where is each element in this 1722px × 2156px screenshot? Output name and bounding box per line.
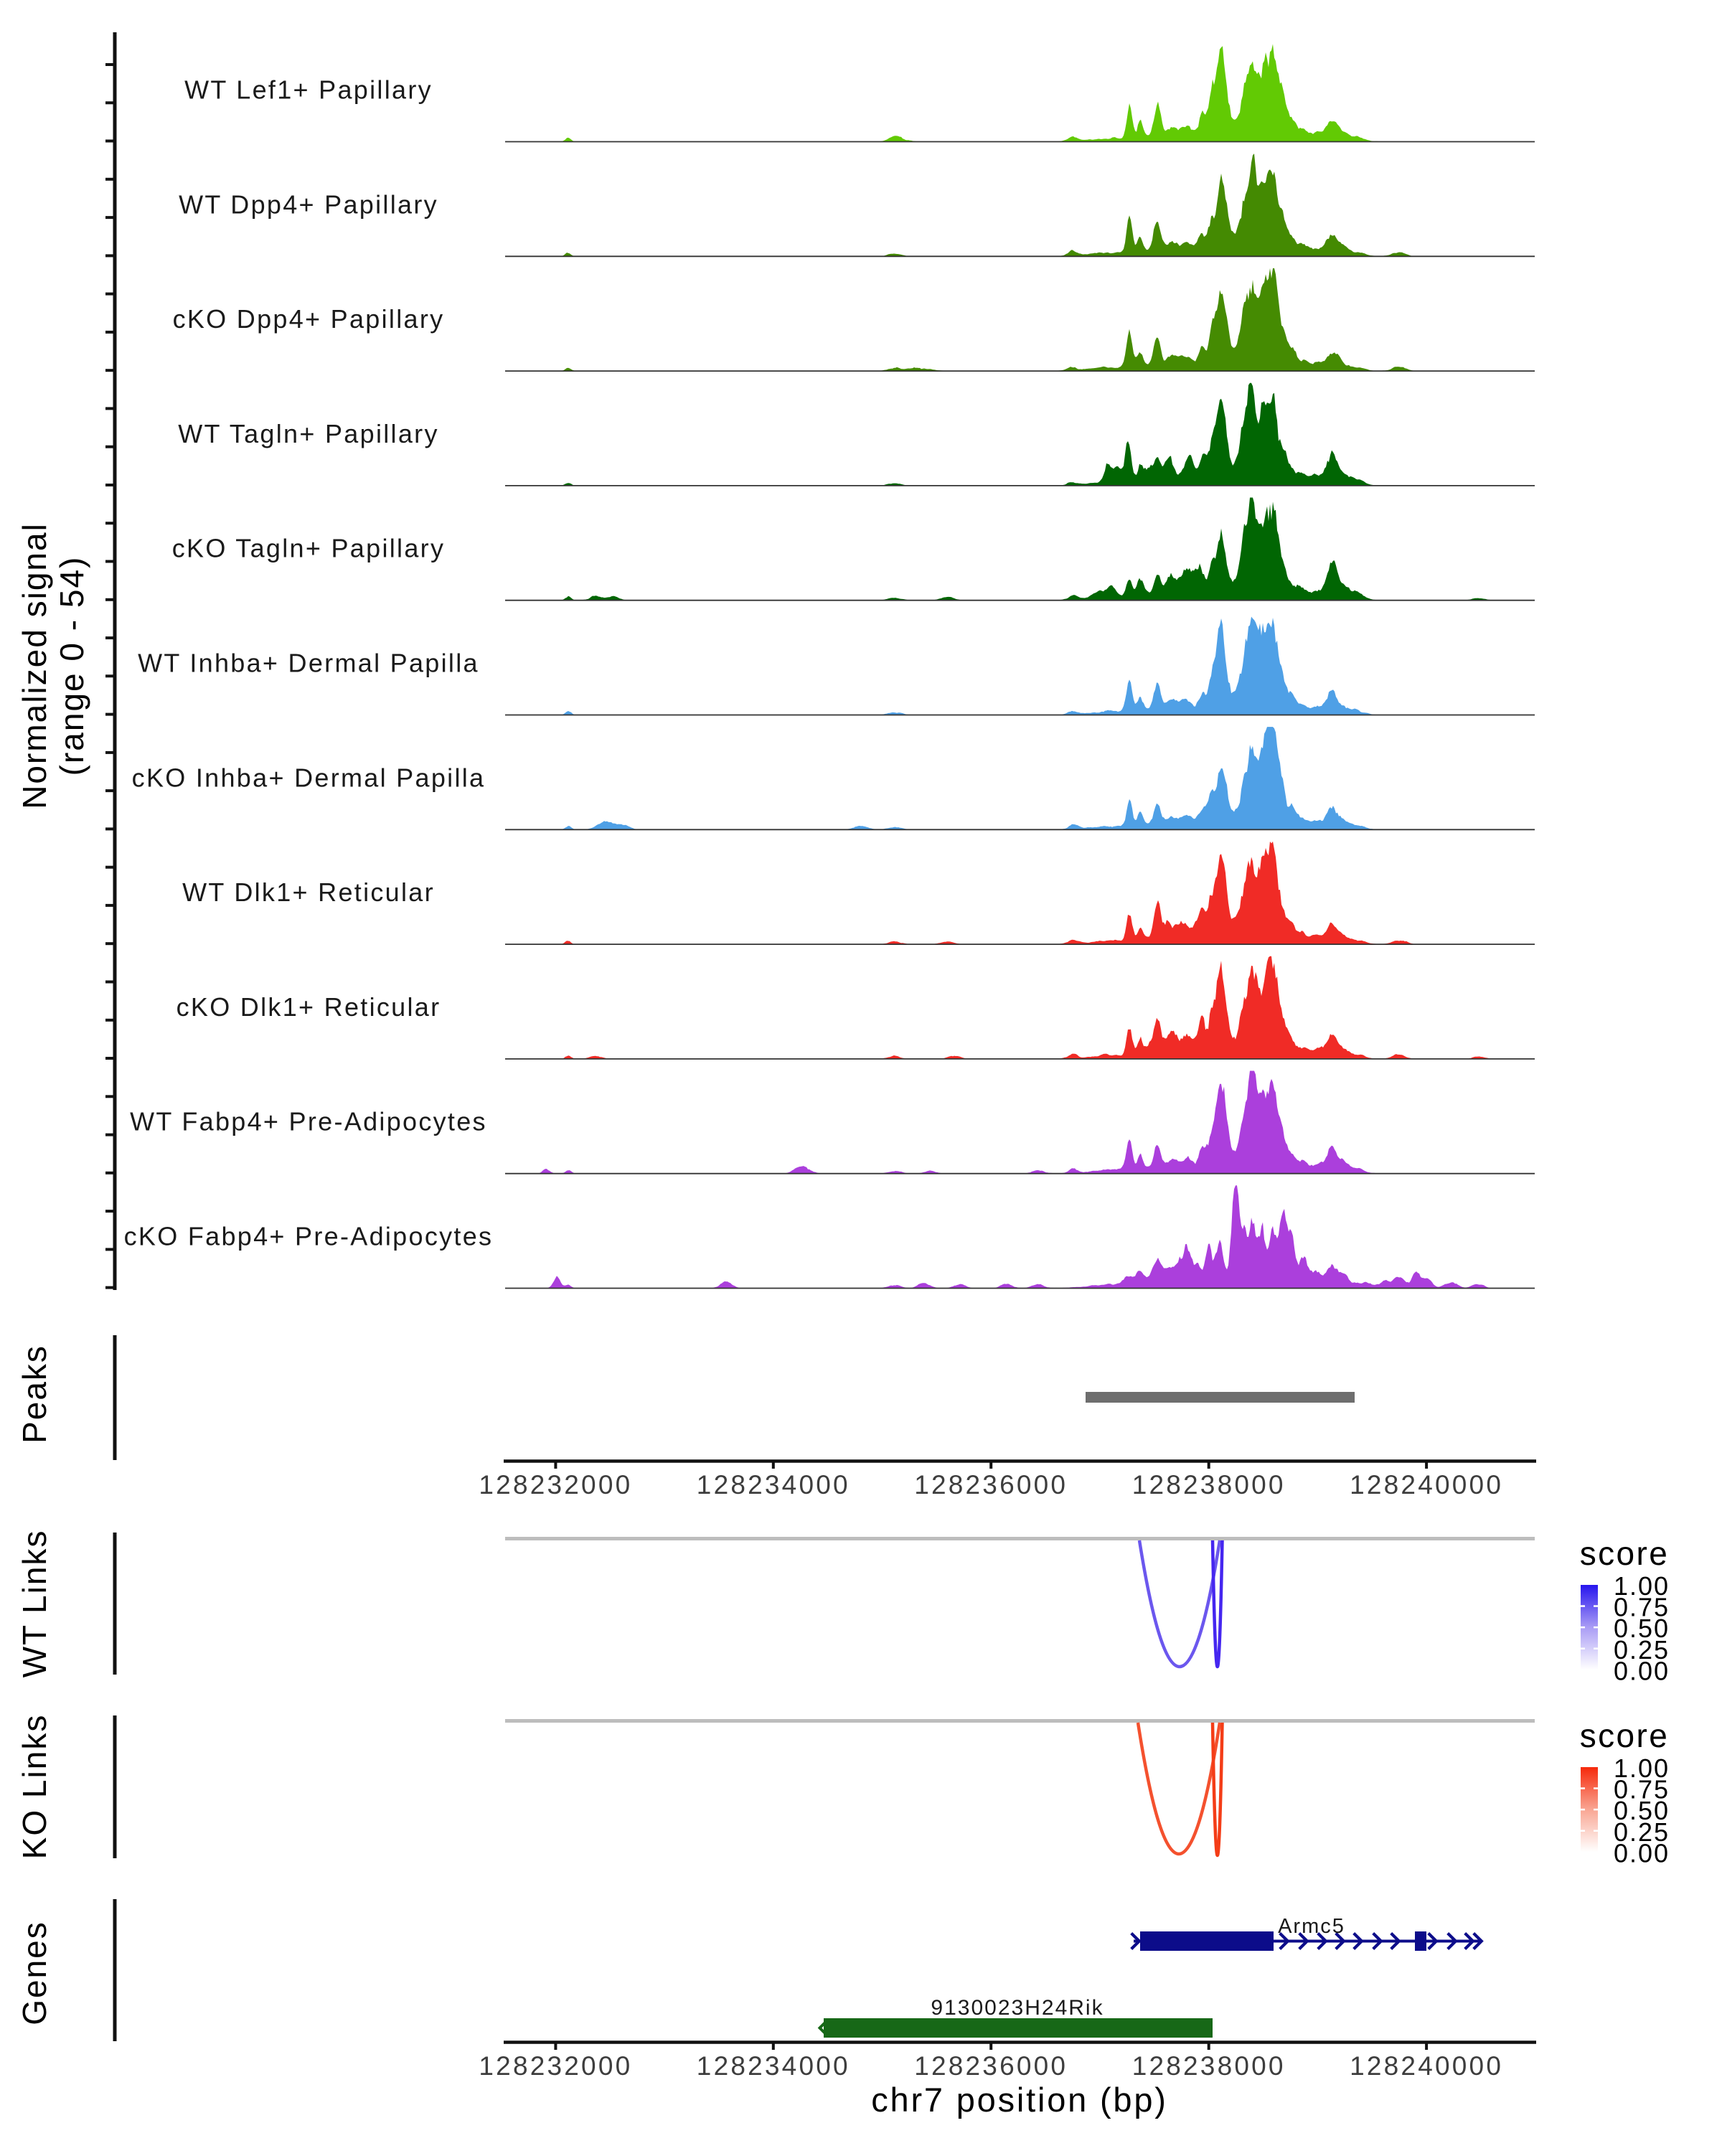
svg-text:0.50: 0.50 (1614, 1614, 1670, 1643)
svg-text:Peaks: Peaks (16, 1345, 53, 1444)
svg-text:0.75: 0.75 (1614, 1593, 1670, 1622)
svg-text:score: score (1580, 1717, 1669, 1754)
svg-text:cKO Dlk1+ Reticular: cKO Dlk1+ Reticular (177, 992, 441, 1022)
svg-text:KO Links: KO Links (16, 1714, 53, 1860)
svg-text:WT Lef1+ Papillary: WT Lef1+ Papillary (184, 75, 433, 105)
svg-text:0.25: 0.25 (1614, 1817, 1670, 1847)
svg-text:cKO Dpp4+ Papillary: cKO Dpp4+ Papillary (173, 304, 445, 334)
svg-text:WT Dlk1+ Reticular: WT Dlk1+ Reticular (182, 877, 435, 907)
svg-text:128238000: 128238000 (1132, 1470, 1286, 1500)
svg-text:0.75: 0.75 (1614, 1775, 1670, 1804)
svg-text:Armc5: Armc5 (1278, 1915, 1345, 1938)
svg-text:128232000: 128232000 (479, 1470, 632, 1500)
svg-text:chr7 position (bp): chr7 position (bp) (871, 2081, 1168, 2119)
svg-text:cKO Inhba+ Dermal Papilla: cKO Inhba+ Dermal Papilla (132, 763, 486, 792)
svg-text:1.00: 1.00 (1614, 1571, 1670, 1601)
svg-text:WT Fabp4+ Pre-Adipocytes: WT Fabp4+ Pre-Adipocytes (130, 1107, 487, 1136)
svg-text:0.00: 0.00 (1614, 1656, 1670, 1685)
svg-text:WT Dpp4+ Papillary: WT Dpp4+ Papillary (179, 189, 438, 219)
svg-text:(range 0 - 54): (range 0 - 54) (53, 556, 90, 776)
svg-text:1.00: 1.00 (1614, 1753, 1670, 1783)
svg-text:0.00: 0.00 (1614, 1838, 1670, 1868)
svg-text:9130023H24Rik: 9130023H24Rik (931, 1996, 1104, 2020)
svg-text:0.50: 0.50 (1614, 1796, 1670, 1825)
svg-text:WT Tagln+ Papillary: WT Tagln+ Papillary (178, 419, 439, 448)
svg-text:cKO Fabp4+ Pre-Adipocytes: cKO Fabp4+ Pre-Adipocytes (124, 1222, 494, 1251)
svg-text:cKO Tagln+ Papillary: cKO Tagln+ Papillary (172, 534, 446, 563)
svg-text:128238000: 128238000 (1132, 2051, 1286, 2081)
svg-text:0.25: 0.25 (1614, 1635, 1670, 1665)
svg-text:128240000: 128240000 (1350, 1470, 1503, 1500)
svg-text:Genes: Genes (16, 1921, 53, 2025)
svg-text:128240000: 128240000 (1350, 2051, 1503, 2081)
svg-text:Normalized signal: Normalized signal (16, 522, 53, 809)
svg-text:128234000: 128234000 (697, 1470, 850, 1500)
svg-text:WT Links: WT Links (16, 1530, 53, 1678)
svg-text:128236000: 128236000 (914, 1470, 1068, 1500)
svg-text:128236000: 128236000 (914, 2051, 1068, 2081)
svg-text:128232000: 128232000 (479, 2051, 632, 2081)
svg-text:score: score (1580, 1535, 1669, 1572)
svg-text:WT Inhba+ Dermal Papilla: WT Inhba+ Dermal Papilla (138, 649, 479, 678)
svg-text:128234000: 128234000 (697, 2051, 850, 2081)
